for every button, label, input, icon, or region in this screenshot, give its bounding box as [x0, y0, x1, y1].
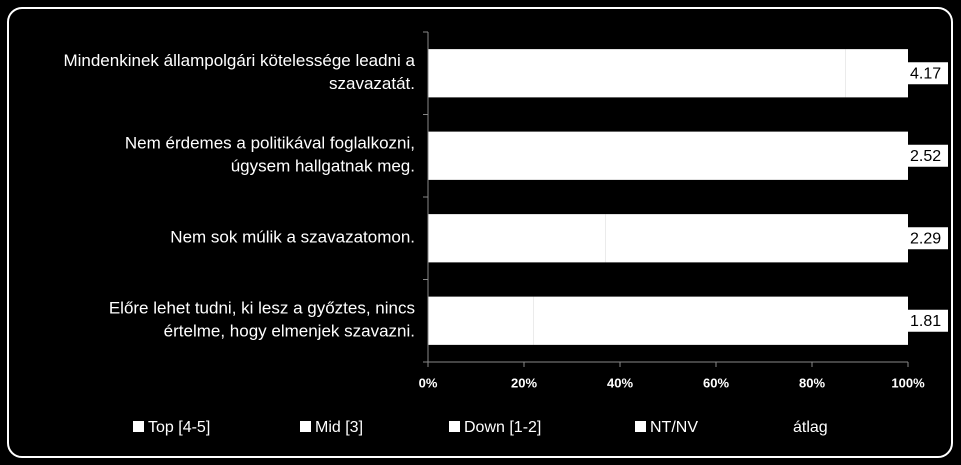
- bar-segment: [428, 296, 476, 345]
- average-label: 2.52: [910, 148, 941, 165]
- bar-segment: [605, 214, 884, 263]
- x-tick-label: 40%: [607, 375, 633, 390]
- category-label: Mindenkinek állampolgári kötelessége lea…: [63, 51, 415, 70]
- x-tick-label: 100%: [891, 375, 925, 390]
- average-label: 2.29: [910, 230, 941, 247]
- legend-swatch: [449, 421, 460, 432]
- bar-segment: [884, 131, 908, 180]
- bar-segment: [884, 296, 908, 345]
- chart-border: [7, 7, 953, 458]
- category-label: Nem sok múlik a szavazatomon.: [170, 228, 415, 247]
- x-tick-label: 80%: [799, 375, 825, 390]
- bar-segment: [884, 49, 908, 98]
- bar-segment: [533, 296, 884, 345]
- bar-segment: [476, 296, 534, 345]
- category-label: értelme, hogy elmenjek szavazni.: [164, 322, 415, 341]
- legend-label: Top [4-5]: [148, 419, 210, 436]
- bar-segment: [788, 49, 846, 98]
- legend-label: Down [1-2]: [464, 419, 541, 436]
- legend-swatch: [133, 421, 144, 432]
- average-label-box: [908, 62, 948, 85]
- average-label: 4.17: [910, 65, 941, 82]
- average-label-box: [908, 227, 948, 250]
- bar-segment: [524, 214, 606, 263]
- legend-swatch: [300, 421, 311, 432]
- average-label-box: [908, 309, 948, 332]
- average-label: 1.81: [910, 313, 941, 330]
- bar-segment: [548, 131, 644, 180]
- x-tick-label: 0%: [419, 375, 438, 390]
- bar-segment: [428, 49, 788, 98]
- category-label: Előre lehet tudni, ki lesz a győztes, ni…: [109, 299, 415, 318]
- bar-segment: [845, 49, 884, 98]
- bar-segment: [428, 131, 548, 180]
- x-tick-label: 60%: [703, 375, 729, 390]
- bar-segment: [428, 214, 524, 263]
- average-label-box: [908, 144, 948, 167]
- legend-label: átlag: [793, 419, 828, 436]
- category-label: Nem érdemes a politikával foglalkozni,: [125, 134, 415, 153]
- bar-segment: [884, 214, 908, 263]
- legend-label: Mid [3]: [315, 419, 363, 436]
- category-label: szavazatát.: [329, 74, 415, 93]
- bar-segment: [644, 131, 884, 180]
- category-label: úgysem hallgatnak meg.: [231, 157, 415, 176]
- x-tick-label: 20%: [511, 375, 537, 390]
- legend-label: NT/NV: [650, 419, 698, 436]
- legend-swatch: [635, 421, 646, 432]
